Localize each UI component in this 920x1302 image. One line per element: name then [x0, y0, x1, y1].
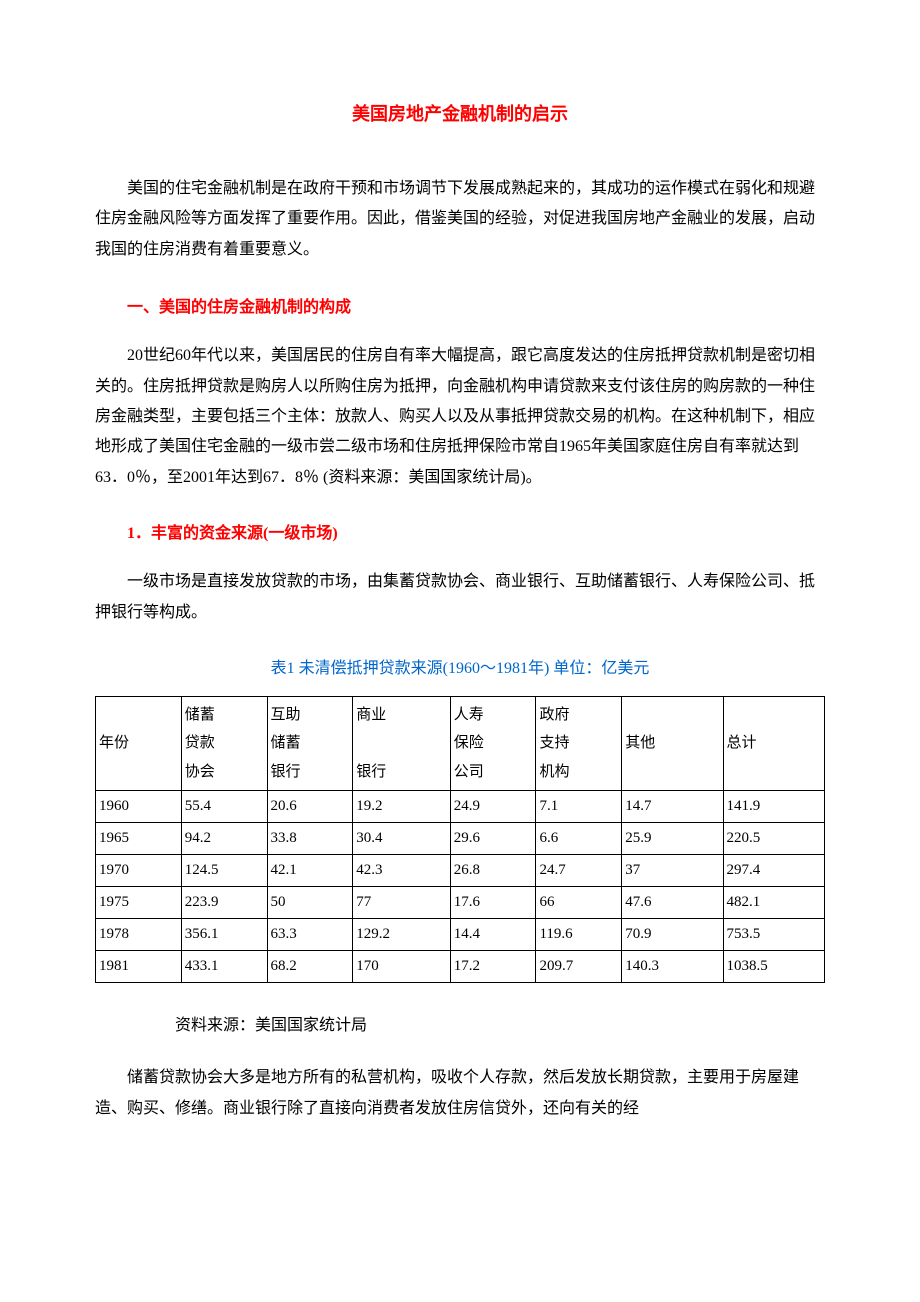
table-cell: 1975	[96, 887, 182, 919]
table-1: 年份 储蓄 贷款 协会 互助 储蓄 银行 商业 银行 人寿 保险 公司 政府 支…	[95, 696, 825, 984]
table-cell: 94.2	[181, 823, 267, 855]
table-row: 1981 433.1 68.2 170 17.2 209.7 140.3 103…	[96, 951, 825, 983]
table-cell: 14.4	[450, 919, 536, 951]
table-cell: 17.2	[450, 951, 536, 983]
section-1-paragraph: 20世纪60年代以来，美国居民的住房自有率大幅提高，跟它高度发达的住房抵押贷款机…	[95, 341, 825, 493]
table-cell: 47.6	[622, 887, 723, 919]
table-cell: 482.1	[723, 887, 824, 919]
table-cell: 170	[353, 951, 450, 983]
table-cell: 68.2	[267, 951, 353, 983]
table-cell: 26.8	[450, 855, 536, 887]
closing-paragraph: 储蓄贷款协会大多是地方所有的私营机构，吸收个人存款，然后发放长期贷款，主要用于房…	[95, 1063, 825, 1124]
table-source-note: 资料来源：美国国家统计局	[175, 1011, 825, 1035]
table-cell: 37	[622, 855, 723, 887]
header-cell-mutual: 互助 储蓄 银行	[267, 696, 353, 791]
table-row: 1965 94.2 33.8 30.4 29.6 6.6 25.9 220.5	[96, 823, 825, 855]
table-cell: 141.9	[723, 791, 824, 823]
table-cell: 66	[536, 887, 622, 919]
header-cell-gov: 政府 支持 机构	[536, 696, 622, 791]
table-header-row: 年份 储蓄 贷款 协会 互助 储蓄 银行 商业 银行 人寿 保险 公司 政府 支…	[96, 696, 825, 791]
table-cell: 1970	[96, 855, 182, 887]
table-1-caption: 表1 未清偿抵押贷款来源(1960～1981年) 单位：亿美元	[95, 654, 825, 678]
table-cell: 42.1	[267, 855, 353, 887]
table-cell: 124.5	[181, 855, 267, 887]
document-title: 美国房地产金融机制的启示	[95, 100, 825, 126]
table-row: 1970 124.5 42.1 42.3 26.8 24.7 37 297.4	[96, 855, 825, 887]
header-cell-savings: 储蓄 贷款 协会	[181, 696, 267, 791]
table-cell: 140.3	[622, 951, 723, 983]
table-cell: 297.4	[723, 855, 824, 887]
subsection-1-paragraph: 一级市场是直接发放贷款的市场，由集蓄贷款协会、商业银行、互助储蓄银行、人寿保险公…	[95, 567, 825, 628]
header-cell-commercial: 商业 银行	[353, 696, 450, 791]
table-cell: 42.3	[353, 855, 450, 887]
table-cell: 17.6	[450, 887, 536, 919]
table-row: 1978 356.1 63.3 129.2 14.4 119.6 70.9 75…	[96, 919, 825, 951]
table-cell: 223.9	[181, 887, 267, 919]
table-cell: 33.8	[267, 823, 353, 855]
section-1-heading: 一、美国的住房金融机制的构成	[95, 293, 825, 317]
intro-paragraph: 美国的住宅金融机制是在政府干预和市场调节下发展成熟起来的，其成功的运作模式在弱化…	[95, 174, 825, 265]
header-cell-total: 总计	[723, 696, 824, 791]
table-cell: 30.4	[353, 823, 450, 855]
table-cell: 1965	[96, 823, 182, 855]
table-cell: 1960	[96, 791, 182, 823]
table-cell: 55.4	[181, 791, 267, 823]
table-cell: 1978	[96, 919, 182, 951]
header-cell-other: 其他	[622, 696, 723, 791]
table-cell: 7.1	[536, 791, 622, 823]
table-cell: 20.6	[267, 791, 353, 823]
table-cell: 1038.5	[723, 951, 824, 983]
header-cell-life: 人寿 保险 公司	[450, 696, 536, 791]
table-cell: 24.9	[450, 791, 536, 823]
header-cell-year: 年份	[96, 696, 182, 791]
table-cell: 6.6	[536, 823, 622, 855]
subsection-1-heading: 1．丰富的资金来源(一级市场)	[95, 519, 825, 543]
table-cell: 129.2	[353, 919, 450, 951]
table-cell: 50	[267, 887, 353, 919]
table-cell: 433.1	[181, 951, 267, 983]
table-cell: 25.9	[622, 823, 723, 855]
table-cell: 77	[353, 887, 450, 919]
table-row: 1975 223.9 50 77 17.6 66 47.6 482.1	[96, 887, 825, 919]
table-cell: 29.6	[450, 823, 536, 855]
table-cell: 14.7	[622, 791, 723, 823]
table-cell: 119.6	[536, 919, 622, 951]
table-cell: 70.9	[622, 919, 723, 951]
table-cell: 220.5	[723, 823, 824, 855]
table-row: 1960 55.4 20.6 19.2 24.9 7.1 14.7 141.9	[96, 791, 825, 823]
table-cell: 24.7	[536, 855, 622, 887]
table-cell: 753.5	[723, 919, 824, 951]
table-cell: 209.7	[536, 951, 622, 983]
table-cell: 63.3	[267, 919, 353, 951]
table-cell: 19.2	[353, 791, 450, 823]
table-cell: 1981	[96, 951, 182, 983]
table-cell: 356.1	[181, 919, 267, 951]
